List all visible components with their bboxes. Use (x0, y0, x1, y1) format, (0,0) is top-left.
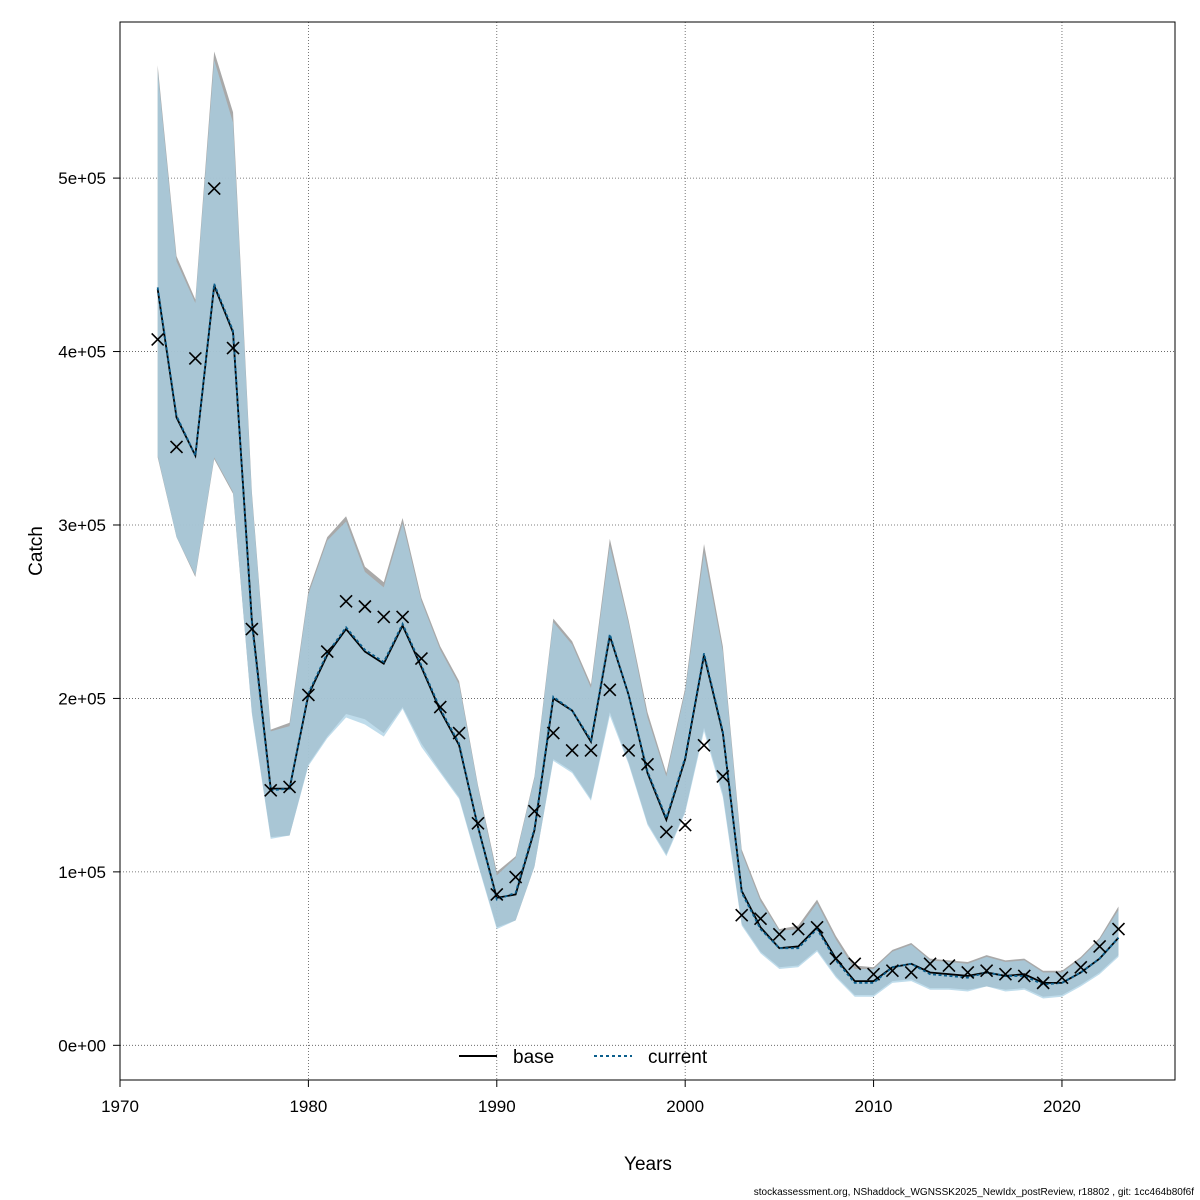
observed-point-2001 (697, 738, 711, 752)
axes: 1970 1980 1990 2000 2010 2020 0e+00 1e+05 2e+05 3… (58, 169, 1081, 1116)
observed-point-1985 (396, 610, 410, 624)
observed-point-1999 (659, 825, 673, 839)
band-base (157, 51, 1119, 997)
grid-lines (119, 22, 1175, 1080)
x-tick-label-1980: 1980 (289, 1097, 327, 1116)
observed-point-1993 (546, 726, 560, 740)
observed-point-2010 (867, 967, 881, 981)
observed-point-2017 (998, 967, 1013, 981)
observed-point-1986 (414, 651, 428, 666)
observed-point-2002 (716, 769, 730, 784)
observed-point-1988 (452, 726, 466, 740)
observed-point-2019 (1036, 976, 1050, 990)
plot-frame (119, 21, 1176, 1081)
observed-point-2021 (1074, 960, 1088, 974)
observed-point-2014 (942, 958, 956, 973)
legend: base current (459, 1047, 708, 1068)
legend-label-current: current (648, 1047, 708, 1068)
observed-point-1990 (490, 887, 504, 901)
observed-point-1982 (339, 594, 353, 608)
observed-point-1997 (622, 743, 636, 758)
observed-point-2013 (923, 957, 937, 971)
observed-point-1992 (527, 804, 542, 818)
x-tick-label-1970: 1970 (101, 1097, 139, 1116)
observed-point-1975 (207, 181, 221, 196)
series-lines (156, 283, 1120, 986)
y-axis-label: Catch (26, 526, 47, 576)
observed-point-1991 (509, 870, 523, 884)
observed-point-2003 (735, 908, 749, 922)
observed-point-1972 (151, 332, 165, 346)
observed-point-2006 (791, 922, 805, 936)
observed-point-2018 (1017, 969, 1031, 983)
x-tick-label-2010: 2010 (855, 1097, 893, 1116)
observed-point-2008 (829, 952, 843, 966)
y-tick-label-200000: 2e+05 (58, 689, 106, 708)
observed-point-1983 (358, 599, 372, 614)
observed-point-1995 (584, 743, 598, 758)
legend-label-base: base (513, 1047, 554, 1068)
observed-point-2007 (810, 920, 824, 934)
x-tick-label-2020: 2020 (1043, 1097, 1081, 1116)
observed-point-1973 (169, 440, 184, 454)
y-tick-label-500000: 5e+05 (58, 169, 106, 188)
y-tick-label-400000: 4e+05 (58, 343, 106, 362)
observed-point-1977 (245, 622, 259, 636)
observed-point-2005 (772, 927, 786, 941)
y-tick-label-100000: 1e+05 (58, 863, 106, 882)
observed-point-1984 (377, 610, 391, 624)
footer-text: stockassessment.org, NShaddock_WGNSSK202… (753, 1187, 1194, 1198)
observed-point-1998 (640, 757, 655, 771)
line-current (156, 283, 1120, 986)
observed-point-2020 (1055, 971, 1069, 985)
observed-point-2022 (1093, 939, 1107, 954)
observed-point-2004 (753, 912, 768, 926)
observed-point-1981 (320, 645, 334, 659)
confidence-bands (157, 51, 1119, 999)
observed-point-2023 (1111, 922, 1126, 936)
observed-point-2016 (980, 964, 994, 978)
observed-point-1996 (603, 683, 617, 697)
observed-point-1989 (471, 816, 485, 830)
y-tick-label-0: 0e+00 (58, 1036, 106, 1055)
x-tick-label-2000: 2000 (666, 1097, 704, 1116)
observed-point-1979 (282, 780, 297, 794)
observed-point-2012 (904, 965, 918, 980)
line-base (156, 285, 1120, 984)
observed-point-1994 (565, 743, 579, 758)
observed-point-2000 (678, 818, 692, 832)
observed-point-1978 (264, 783, 278, 797)
x-tick-label-1990: 1990 (478, 1097, 516, 1116)
band-current (157, 60, 1119, 999)
observed-point-1974 (188, 351, 202, 366)
observed-point-1976 (226, 341, 240, 355)
observed-point-1980 (301, 688, 315, 702)
observed-point-2011 (885, 964, 899, 978)
y-tick-label-300000: 3e+05 (58, 516, 106, 535)
x-axis-label: Years (624, 1154, 672, 1175)
observed-point-2009 (848, 957, 862, 971)
observed-point-1987 (433, 700, 447, 714)
observed-markers (151, 181, 1126, 990)
observed-point-2015 (961, 965, 975, 980)
